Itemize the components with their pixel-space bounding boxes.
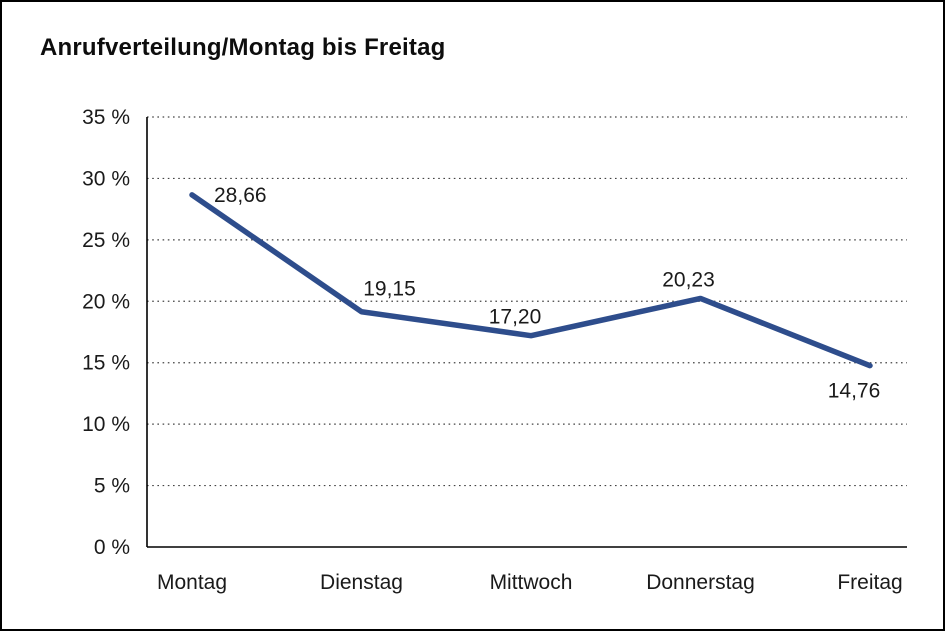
data-point-label: 19,15 — [363, 278, 416, 301]
x-category-label: Dienstag — [320, 571, 403, 594]
y-tick-label: 10 % — [82, 413, 130, 436]
y-tick-label: 35 % — [82, 106, 130, 129]
x-category-label: Freitag — [837, 571, 902, 594]
data-point-label: 20,23 — [662, 268, 715, 291]
y-tick-label: 30 % — [82, 167, 130, 190]
series-line — [189, 192, 873, 369]
data-point-label: 17,20 — [489, 306, 542, 329]
x-category-label: Donnerstag — [646, 571, 755, 594]
data-point-label: 14,76 — [828, 380, 881, 403]
x-category-label: Mittwoch — [490, 571, 573, 594]
chart-title: Anrufverteilung/Montag bis Freitag — [40, 34, 446, 61]
y-tick-label: 25 % — [82, 229, 130, 252]
y-tick-label: 0 % — [94, 536, 130, 559]
data-point-label: 28,66 — [214, 184, 267, 207]
y-tick-label: 15 % — [82, 352, 130, 375]
x-category-label: Montag — [157, 571, 227, 594]
y-tick-label: 5 % — [94, 475, 130, 498]
y-tick-label: 20 % — [82, 290, 130, 313]
